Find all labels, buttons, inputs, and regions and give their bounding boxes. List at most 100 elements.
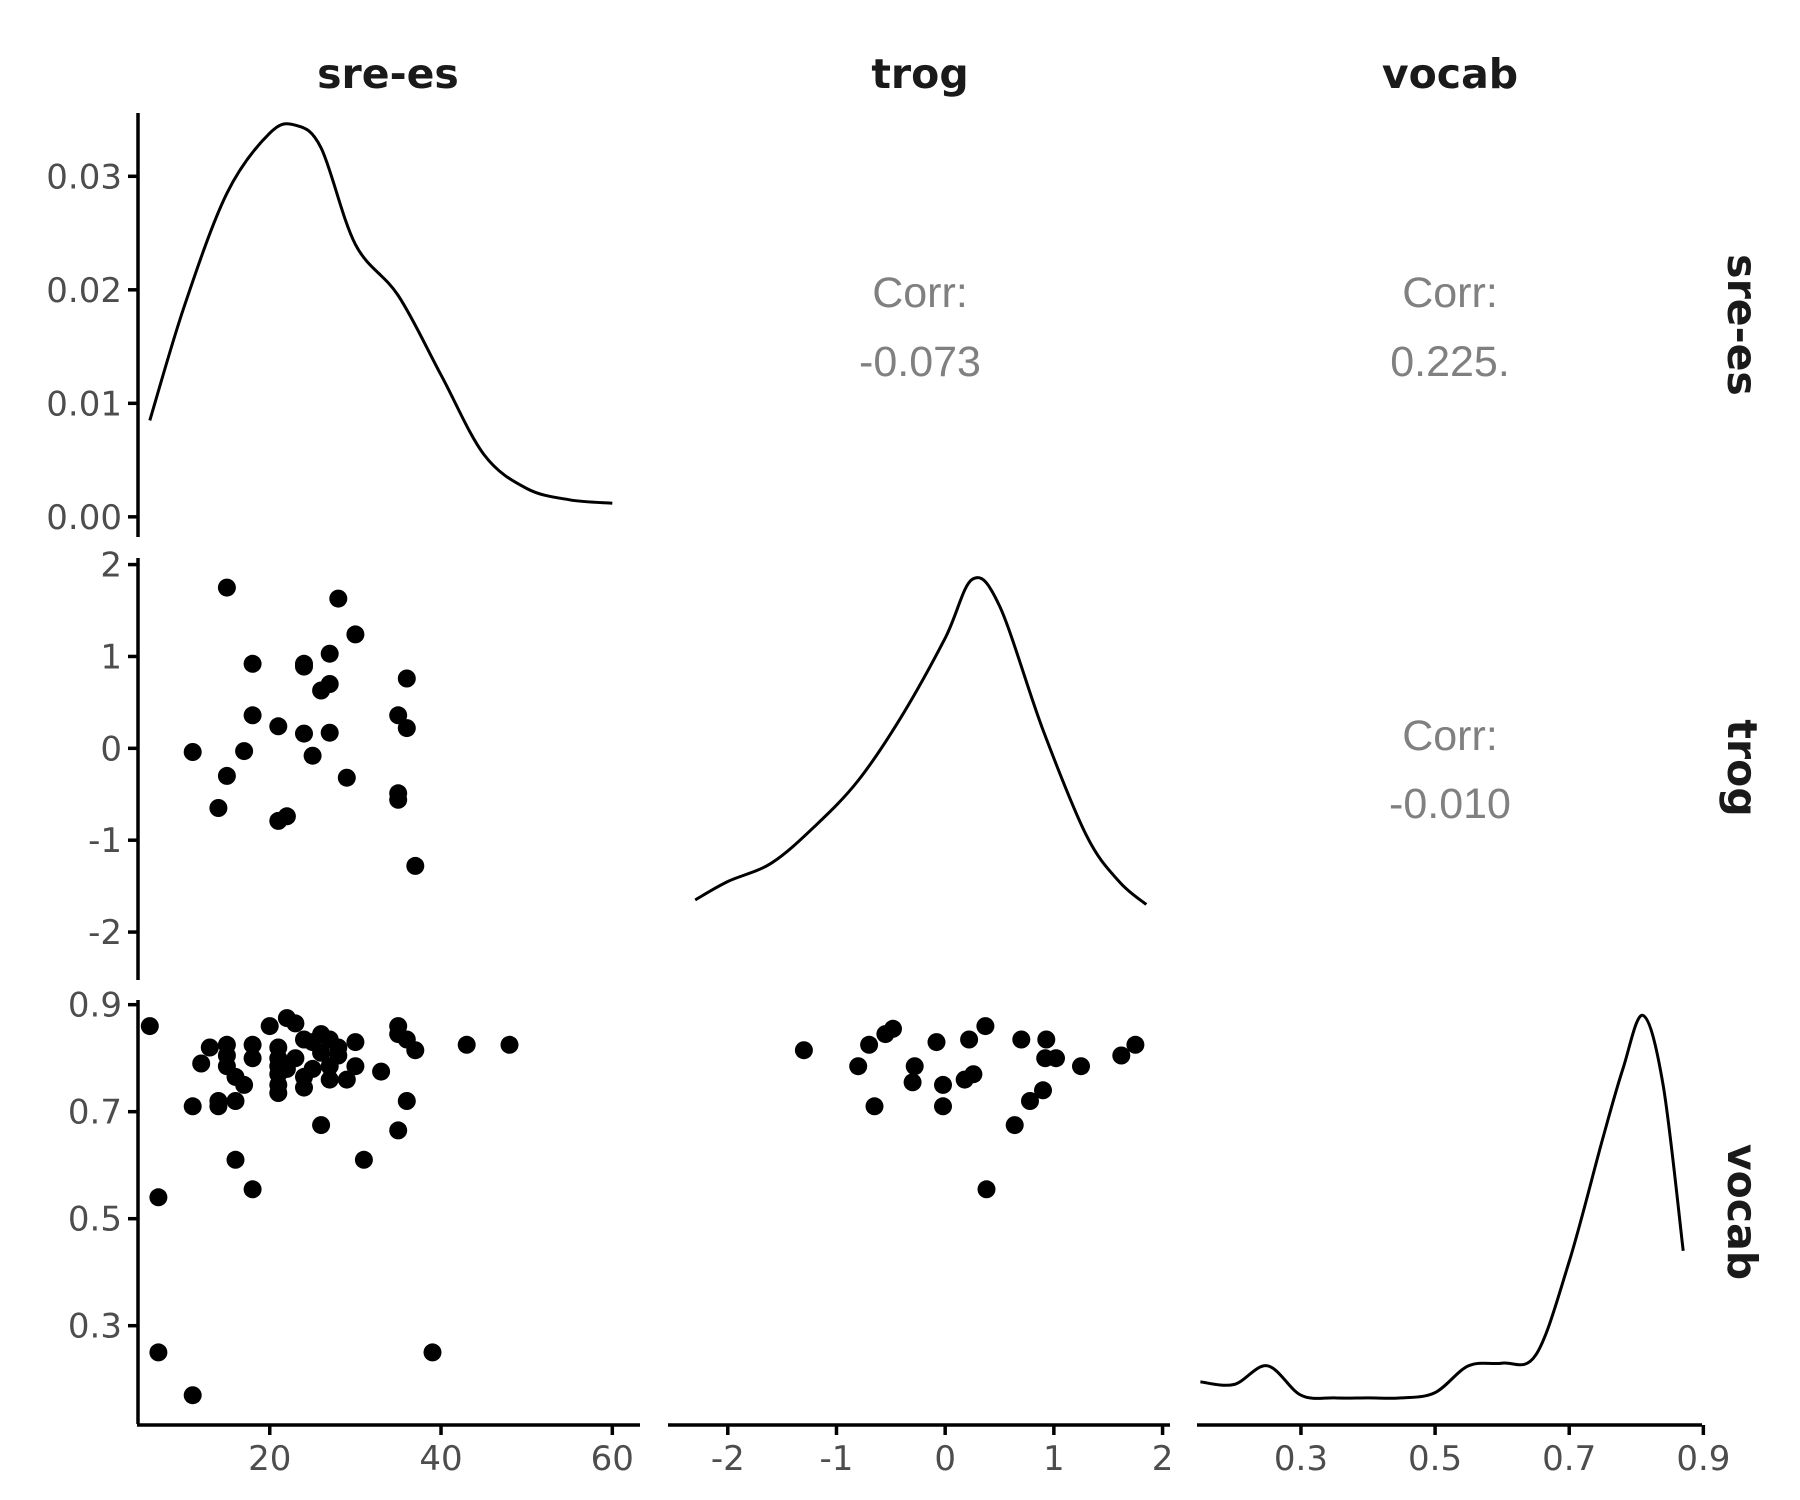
y-tick-label: 0.01 — [46, 384, 122, 424]
scatter-point-sre-es-trog — [295, 724, 313, 743]
scatter-point-sre-es-trog — [312, 681, 331, 700]
scatter-point-trog-vocab — [934, 1075, 952, 1094]
scatter-point-trog-vocab — [1037, 1030, 1056, 1049]
scatter-point-sre-es-vocab — [457, 1035, 476, 1054]
scatter-point-sre-es-trog — [295, 657, 313, 676]
scatter-point-trog-vocab — [884, 1019, 902, 1038]
scatter-point-trog-vocab — [976, 1017, 995, 1036]
scatter-point-sre-es-trog — [183, 743, 202, 761]
x-tick-label: 20 — [248, 1439, 291, 1479]
row-label-trog: trog — [1718, 719, 1766, 816]
scatter-point-sre-es-vocab — [183, 1097, 202, 1116]
scatter-point-sre-es-vocab — [346, 1057, 365, 1076]
y-tick-label: 0.00 — [46, 498, 122, 538]
column-label-vocab: vocab — [1382, 50, 1518, 98]
scatter-point-sre-es-vocab — [192, 1054, 211, 1073]
scatter-point-sre-es-vocab — [226, 1150, 245, 1169]
density-curve-vocab — [1200, 1013, 1685, 1400]
scatter-point-trog-vocab — [1072, 1057, 1090, 1076]
scatter-point-sre-es-vocab — [346, 1033, 365, 1052]
density-curve-sre-es — [148, 122, 613, 505]
scatter-point-sre-es-vocab — [149, 1188, 168, 1207]
scatter-point-trog-vocab — [1034, 1081, 1052, 1100]
scatter-point-trog-vocab — [794, 1041, 813, 1060]
scatter-point-sre-es-vocab — [423, 1343, 442, 1362]
scatter-point-sre-es-trog — [217, 578, 236, 597]
column-label-sre-es: sre-es — [317, 50, 459, 98]
corr-label-trog-vocab: Corr: — [1402, 712, 1498, 760]
scatter-point-sre-es-trog — [303, 746, 322, 765]
scatter-point-sre-es-vocab — [149, 1343, 168, 1362]
scatter-point-sre-es-vocab — [320, 1070, 339, 1089]
scatter-point-trog-vocab — [1126, 1035, 1145, 1054]
x-tick-label: 0.5 — [1408, 1439, 1462, 1479]
y-tick-label: 1 — [100, 637, 122, 677]
x-tick-label: 1 — [1043, 1439, 1065, 1479]
y-tick-label: 2 — [100, 546, 122, 586]
x-tick-label: 0.9 — [1676, 1439, 1730, 1479]
scatter-point-sre-es-vocab — [183, 1386, 202, 1405]
scatter-point-sre-es-vocab — [260, 1017, 279, 1036]
scatter-point-sre-es-vocab — [209, 1097, 228, 1116]
y-tick-label: 0.9 — [68, 986, 122, 1026]
y-tick-label: 0.02 — [46, 271, 122, 311]
scatter-point-sre-es-vocab — [312, 1043, 331, 1062]
scatter-point-trog-vocab — [865, 1097, 884, 1116]
scatter-point-sre-es-vocab — [397, 1092, 416, 1110]
scatter-point-sre-es-vocab — [320, 1057, 339, 1076]
scatter-point-trog-vocab — [1005, 1116, 1024, 1135]
scatter-point-sre-es-trog — [406, 856, 425, 875]
scatter-point-sre-es-vocab — [243, 1035, 262, 1054]
scatter-point-sre-es-vocab — [389, 1121, 408, 1140]
scatter-point-sre-es-trog — [389, 706, 408, 725]
y-tick-label: 0.7 — [68, 1093, 122, 1133]
scatter-point-sre-es-trog — [243, 706, 262, 725]
scatter-point-trog-vocab — [960, 1030, 979, 1049]
scatter-point-sre-es-vocab — [337, 1070, 356, 1089]
scatter-point-trog-vocab — [977, 1180, 996, 1199]
scatter-point-sre-es-trog — [346, 625, 365, 644]
x-tick-label: 2 — [1152, 1439, 1174, 1479]
row-label-sre-es: sre-es — [1718, 254, 1766, 396]
row-label-vocab: vocab — [1718, 1144, 1766, 1280]
scatter-point-sre-es-vocab — [140, 1017, 159, 1036]
density-curve-trog — [694, 576, 1148, 906]
scatter-point-sre-es-vocab — [312, 1116, 331, 1135]
scatter-point-sre-es-vocab — [235, 1075, 254, 1094]
scatter-point-trog-vocab — [1021, 1092, 1039, 1110]
scatter-point-sre-es-vocab — [286, 1014, 305, 1033]
scatter-point-sre-es-trog — [217, 766, 236, 785]
corr-value-sre-es-vocab: 0.225. — [1390, 338, 1510, 386]
scatter-point-trog-vocab — [1112, 1046, 1131, 1065]
scatter-point-sre-es-vocab — [500, 1035, 519, 1054]
scatter-point-trog-vocab — [905, 1057, 924, 1076]
scatter-point-sre-es-vocab — [354, 1150, 373, 1169]
scatter-point-sre-es-trog — [269, 717, 288, 736]
scatter-point-sre-es-vocab — [200, 1038, 219, 1057]
scatter-point-sre-es-trog — [235, 742, 254, 761]
scatter-point-sre-es-trog — [397, 719, 416, 738]
y-tick-label: 0.3 — [68, 1307, 122, 1347]
x-tick-label: -1 — [820, 1439, 854, 1479]
scatter-point-sre-es-trog — [320, 723, 339, 742]
scatter-point-sre-es-vocab — [226, 1092, 245, 1110]
scatter-point-sre-es-vocab — [243, 1049, 262, 1068]
scatter-point-sre-es-trog — [243, 654, 262, 673]
scatter-point-trog-vocab — [849, 1057, 868, 1076]
scatter-point-sre-es-trog — [397, 669, 416, 688]
x-tick-label: 0 — [934, 1439, 956, 1479]
corr-value-trog-vocab: -0.010 — [1389, 780, 1511, 828]
y-tick-label: 0.03 — [46, 157, 122, 197]
scatter-point-trog-vocab — [927, 1033, 946, 1052]
scatter-point-sre-es-trog — [209, 799, 228, 817]
x-tick-label: 0.3 — [1274, 1439, 1328, 1479]
scatter-point-sre-es-vocab — [269, 1084, 288, 1102]
scatter-point-trog-vocab — [903, 1073, 922, 1092]
scatter-point-sre-es-trog — [337, 768, 356, 787]
scatter-point-trog-vocab — [860, 1035, 879, 1054]
scatter-point-sre-es-trog — [329, 589, 348, 608]
y-tick-label: 0 — [100, 729, 122, 769]
x-tick-label: -2 — [711, 1439, 745, 1479]
scatter-point-trog-vocab — [1047, 1049, 1065, 1068]
